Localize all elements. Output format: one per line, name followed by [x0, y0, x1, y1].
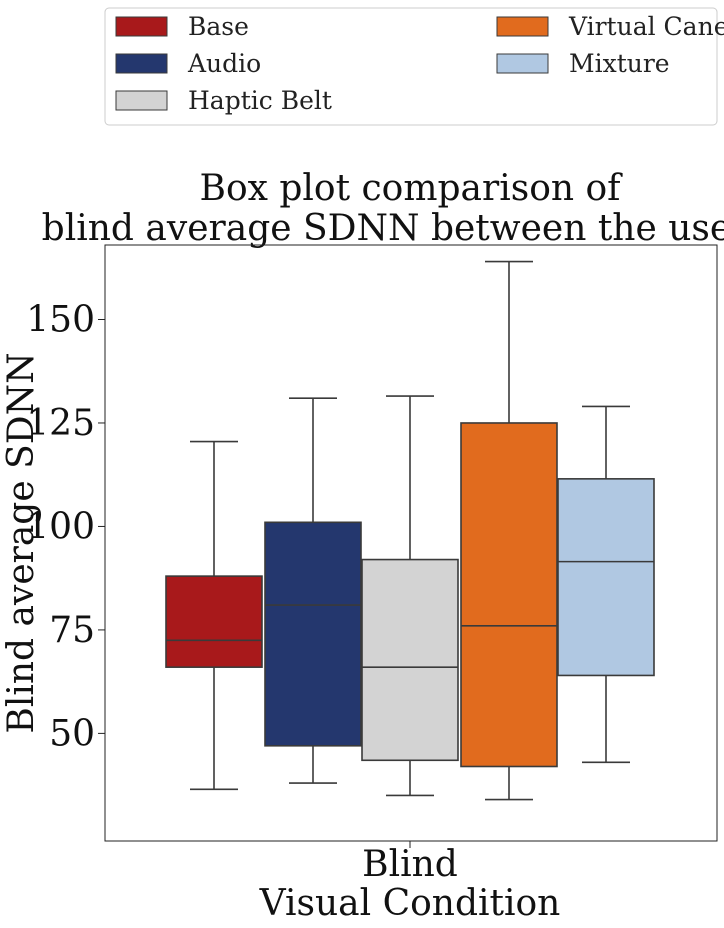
- box-audio: [264, 397, 362, 784]
- x-tick-label: Blind: [362, 844, 458, 885]
- legend-frame: [104, 7, 718, 126]
- legend-label-mixture: Mixture: [569, 49, 670, 78]
- iqr-box-mixture: [557, 478, 655, 677]
- legend-swatch-base: [115, 16, 168, 37]
- box-base: [165, 440, 263, 791]
- chart-title-line-1: Box plot comparison of: [200, 168, 624, 209]
- legend-swatch-haptic-belt: [115, 90, 168, 111]
- y-axis: 50 75 100 125 150: [26, 300, 105, 754]
- legend-label-base: Base: [188, 12, 249, 41]
- iqr-box-audio: [264, 521, 362, 747]
- y-tick-label-75: 75: [49, 610, 95, 651]
- box-virtual-cane: [460, 260, 558, 801]
- plot-area: [104, 244, 718, 842]
- box-haptic-belt: [361, 395, 459, 797]
- y-tick-label-150: 150: [26, 300, 95, 341]
- x-axis-label: Visual Condition: [259, 883, 561, 924]
- legend-swatch-virtual-cane: [496, 16, 549, 37]
- iqr-box-haptic-belt: [361, 558, 459, 762]
- legend-label-haptic-belt: Haptic Belt: [188, 86, 332, 115]
- legend: Base Audio Haptic Belt Virtual Cane Mixture: [104, 7, 724, 126]
- iqr-box-base: [165, 575, 263, 668]
- legend-swatch-audio: [115, 53, 168, 74]
- box-mixture: [557, 405, 655, 764]
- y-tick-label-125: 125: [26, 403, 95, 444]
- box-series: [165, 260, 655, 801]
- y-axis-label: Blind average SDNN: [1, 352, 42, 733]
- legend-swatch-mixture: [496, 53, 549, 74]
- legend-label-virtual-cane: Virtual Cane: [568, 12, 724, 41]
- y-tick-label-50: 50: [49, 713, 95, 754]
- legend-label-audio: Audio: [187, 49, 261, 78]
- y-tick-label-100: 100: [26, 506, 95, 547]
- chart-title-line-2: blind average SDNN between the users.: [42, 208, 724, 249]
- iqr-box-virtual-cane: [460, 422, 558, 768]
